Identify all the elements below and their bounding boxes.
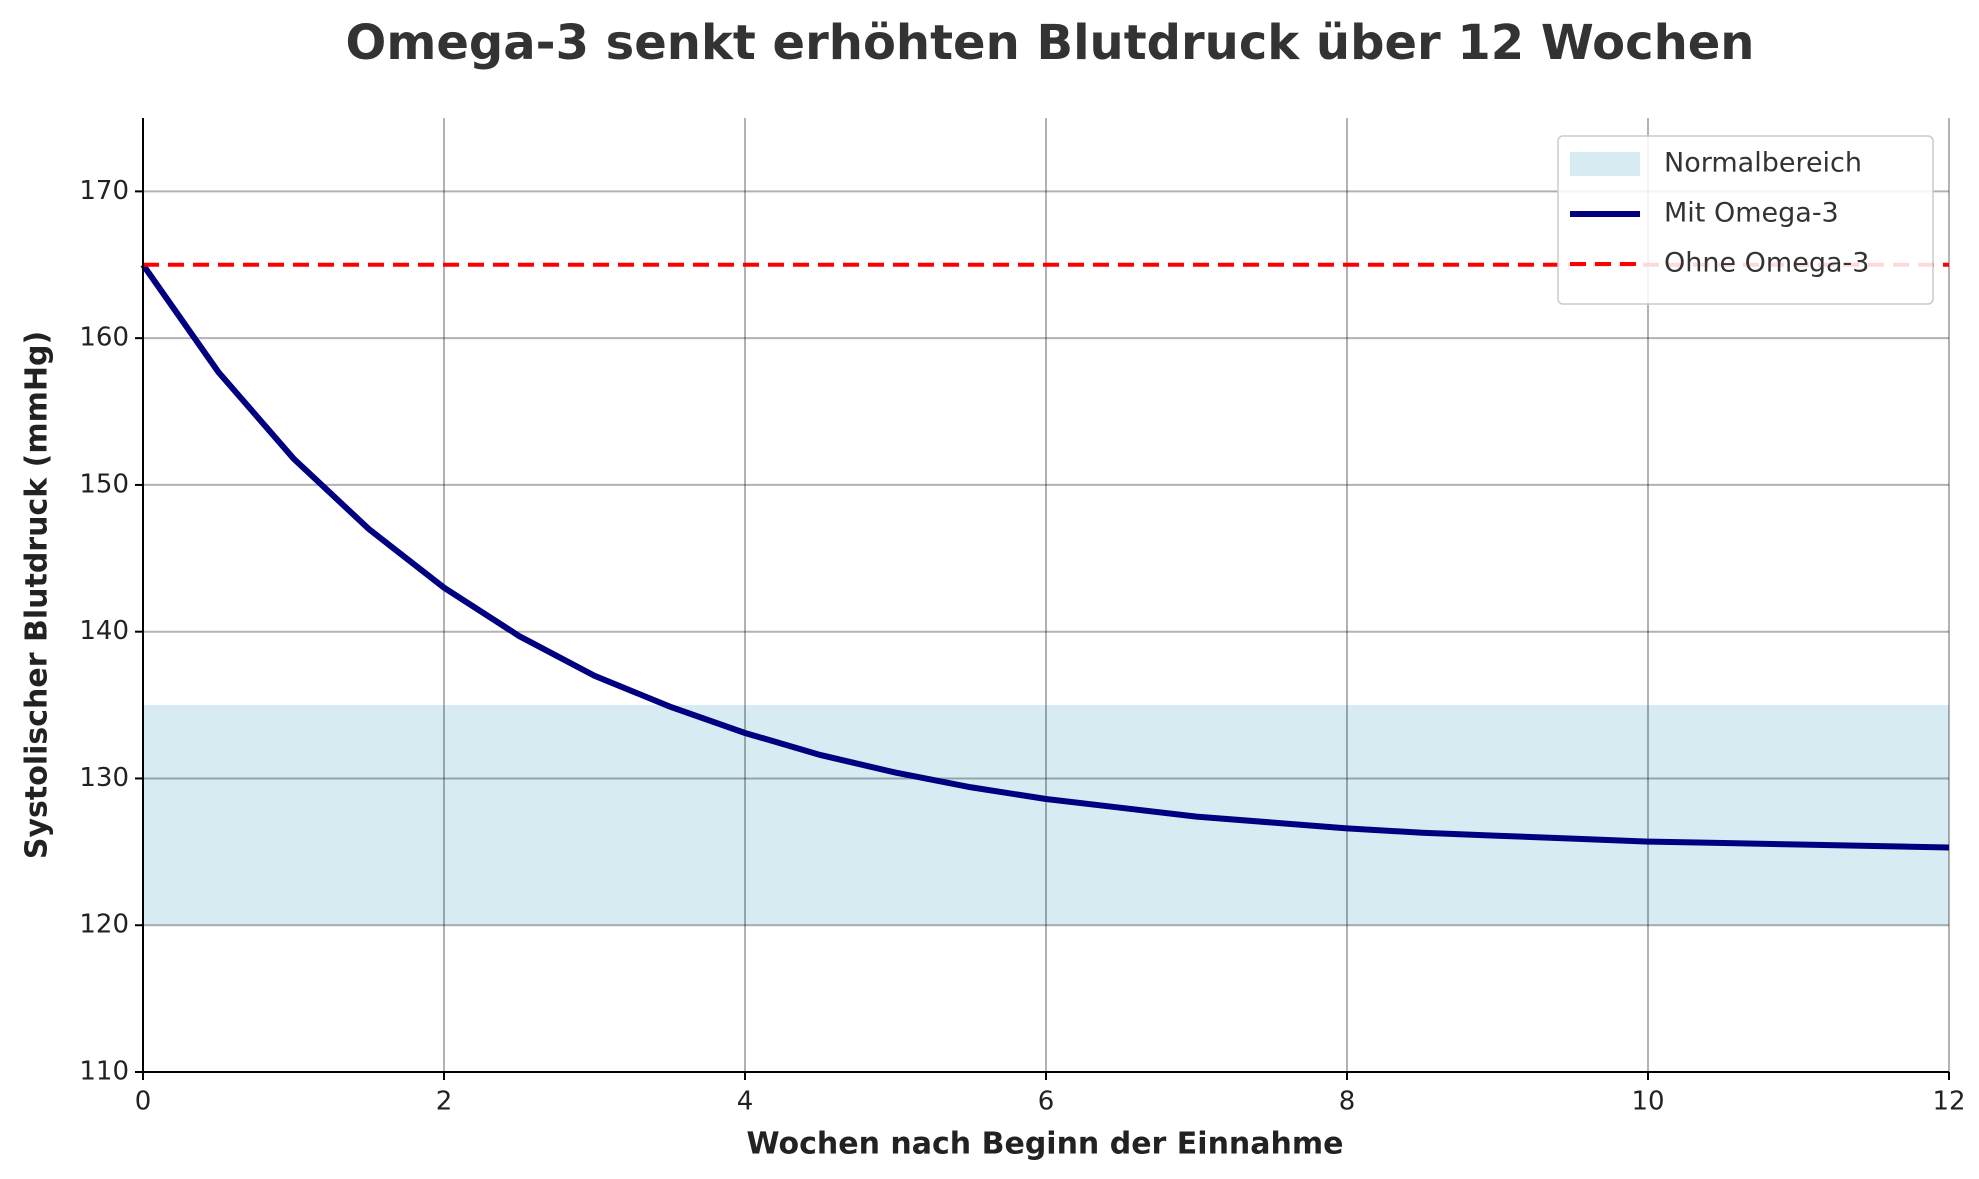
legend-label: Normalbereich [1664,148,1862,179]
x-axis-label: Wochen nach Beginn der Einnahme [747,1127,1344,1162]
x-tick-label: 8 [1339,1087,1356,1117]
legend-label: Mit Omega-3 [1664,198,1839,229]
y-tick-label: 170 [79,176,129,206]
chart-title: Omega-3 senkt erhöhten Blutdruck über 12… [346,15,1755,71]
legend-box [1557,135,1934,305]
line-series [140,263,1950,851]
y-tick-label: 140 [79,616,129,646]
x-tick-label: 12 [1932,1087,1965,1117]
y-tick-label: 120 [79,910,129,940]
legend-label: Ohne Omega-3 [1664,248,1869,279]
y-tick-label: 150 [79,469,129,499]
x-tick-label: 0 [135,1087,152,1117]
x-tick-label: 10 [1631,1087,1664,1117]
x-tick-label: 6 [1038,1087,1055,1117]
x-tick-label: 2 [436,1087,453,1117]
x-tick-label: 4 [737,1087,754,1117]
y-tick-label: 160 [79,323,129,353]
y-tick-label: 130 [79,763,129,793]
y-tick-label: 110 [79,1057,129,1087]
legend-swatch [1570,152,1640,176]
normal-band [143,705,1949,926]
y-axis-label: Systolischer Blutdruck (mmHg) [20,331,55,859]
